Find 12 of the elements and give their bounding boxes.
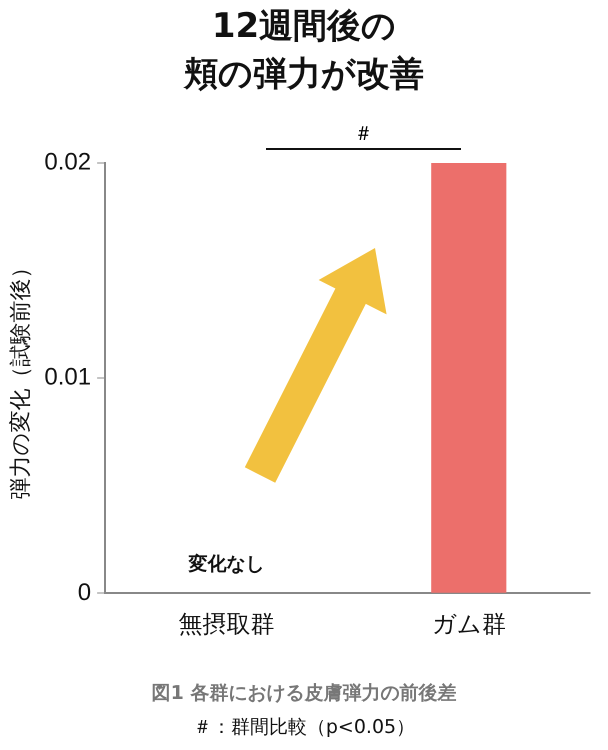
y-axis-title: 弾力の変化（試験前後） xyxy=(7,256,32,500)
y-tick-label: 0 xyxy=(78,578,92,606)
text: ＃ xyxy=(352,120,375,147)
annotation: 変化なし xyxy=(187,553,264,576)
text: ＃：群間比較（p<0.05） xyxy=(192,715,416,740)
x-tick-label: 無摂取群 xyxy=(178,611,274,638)
x-tick-label: ガム群 xyxy=(432,611,506,638)
caption: 図1 各群における皮膚弾力の前後差 xyxy=(150,681,458,706)
chart-title: 12週間後の xyxy=(210,5,398,48)
y-tick-label: 0.01 xyxy=(44,364,92,391)
chart-subtitle: 頬の弾力が改善 xyxy=(182,53,425,96)
y-tick-label: 0.02 xyxy=(44,148,92,176)
